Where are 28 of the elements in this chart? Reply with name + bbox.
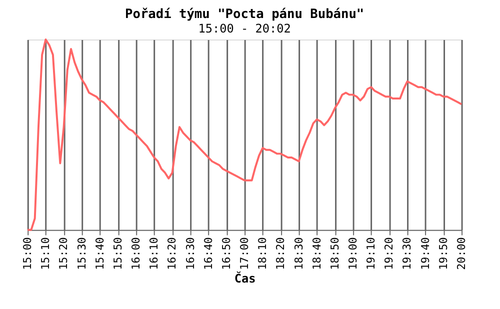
x-tick-label: 18:10 xyxy=(256,237,270,270)
x-tick-label: 19:50 xyxy=(436,237,450,270)
x-tick-label: 18:40 xyxy=(310,237,324,270)
x-tick-label: 20:00 xyxy=(454,237,468,270)
x-tick-label: 18:30 xyxy=(292,237,306,270)
x-tick-label: 15:20 xyxy=(57,237,70,270)
x-tick-label: 15:50 xyxy=(111,237,124,270)
x-tick-label: 18:50 xyxy=(328,237,342,270)
x-tick-label: 16:50 xyxy=(220,237,233,270)
x-tick-label: 15:40 xyxy=(93,237,106,270)
chart-title: Pořadí týmu "Pocta pánu Bubánu" xyxy=(125,6,364,22)
x-tick-label: 19:40 xyxy=(418,237,432,270)
x-tick-label: 19:00 xyxy=(346,237,360,270)
x-tick-label: 16:00 xyxy=(130,237,143,270)
chart-subtitle: 15:00 - 20:02 xyxy=(198,22,291,36)
x-tick-label: 19:30 xyxy=(400,237,414,270)
x-tick-label: 15:10 xyxy=(39,237,52,270)
x-tick-label: 16:20 xyxy=(166,237,179,270)
x-tick-label: 18:20 xyxy=(274,237,288,270)
x-tick-label: 15:30 xyxy=(75,237,88,270)
x-tick-label: 16:10 xyxy=(148,237,161,270)
x-axis-title: Čas xyxy=(234,272,256,286)
x-tick-label: 19:20 xyxy=(382,237,396,270)
x-tick-label: 19:10 xyxy=(364,237,378,270)
x-tick-label: 15:00 xyxy=(21,237,34,270)
x-tick-label: 16:40 xyxy=(202,237,215,270)
x-tick-label: 17:00 xyxy=(238,237,252,270)
x-tick-label: 16:30 xyxy=(184,237,197,270)
